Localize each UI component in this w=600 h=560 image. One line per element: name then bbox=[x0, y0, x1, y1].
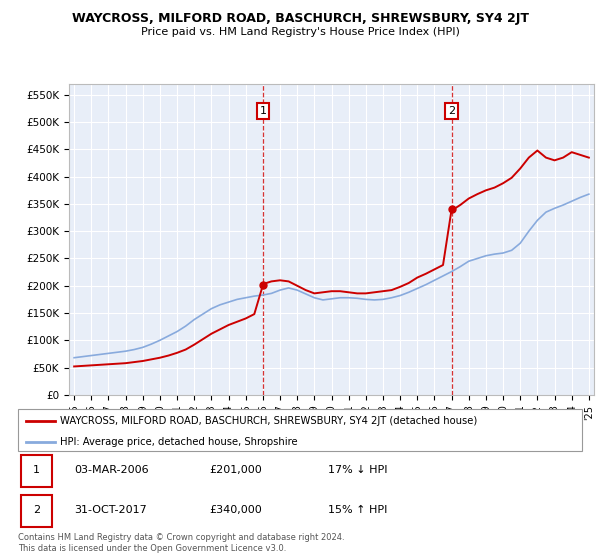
Text: Contains HM Land Registry data © Crown copyright and database right 2024.
This d: Contains HM Land Registry data © Crown c… bbox=[18, 533, 344, 553]
Text: 1: 1 bbox=[259, 106, 266, 116]
Text: 17% ↓ HPI: 17% ↓ HPI bbox=[328, 465, 388, 475]
Text: 1: 1 bbox=[33, 465, 40, 475]
Text: 03-MAR-2006: 03-MAR-2006 bbox=[74, 465, 149, 475]
Text: HPI: Average price, detached house, Shropshire: HPI: Average price, detached house, Shro… bbox=[60, 437, 298, 446]
FancyBboxPatch shape bbox=[21, 495, 52, 527]
Text: 2: 2 bbox=[448, 106, 455, 116]
Text: 31-OCT-2017: 31-OCT-2017 bbox=[74, 505, 147, 515]
Text: WAYCROSS, MILFORD ROAD, BASCHURCH, SHREWSBURY, SY4 2JT (detached house): WAYCROSS, MILFORD ROAD, BASCHURCH, SHREW… bbox=[60, 416, 478, 426]
Text: Price paid vs. HM Land Registry's House Price Index (HPI): Price paid vs. HM Land Registry's House … bbox=[140, 27, 460, 37]
FancyBboxPatch shape bbox=[18, 409, 582, 451]
Text: £201,000: £201,000 bbox=[210, 465, 263, 475]
FancyBboxPatch shape bbox=[21, 455, 52, 487]
Text: 2: 2 bbox=[33, 505, 40, 515]
Text: WAYCROSS, MILFORD ROAD, BASCHURCH, SHREWSBURY, SY4 2JT: WAYCROSS, MILFORD ROAD, BASCHURCH, SHREW… bbox=[71, 12, 529, 25]
Text: 15% ↑ HPI: 15% ↑ HPI bbox=[328, 505, 388, 515]
Text: £340,000: £340,000 bbox=[210, 505, 263, 515]
